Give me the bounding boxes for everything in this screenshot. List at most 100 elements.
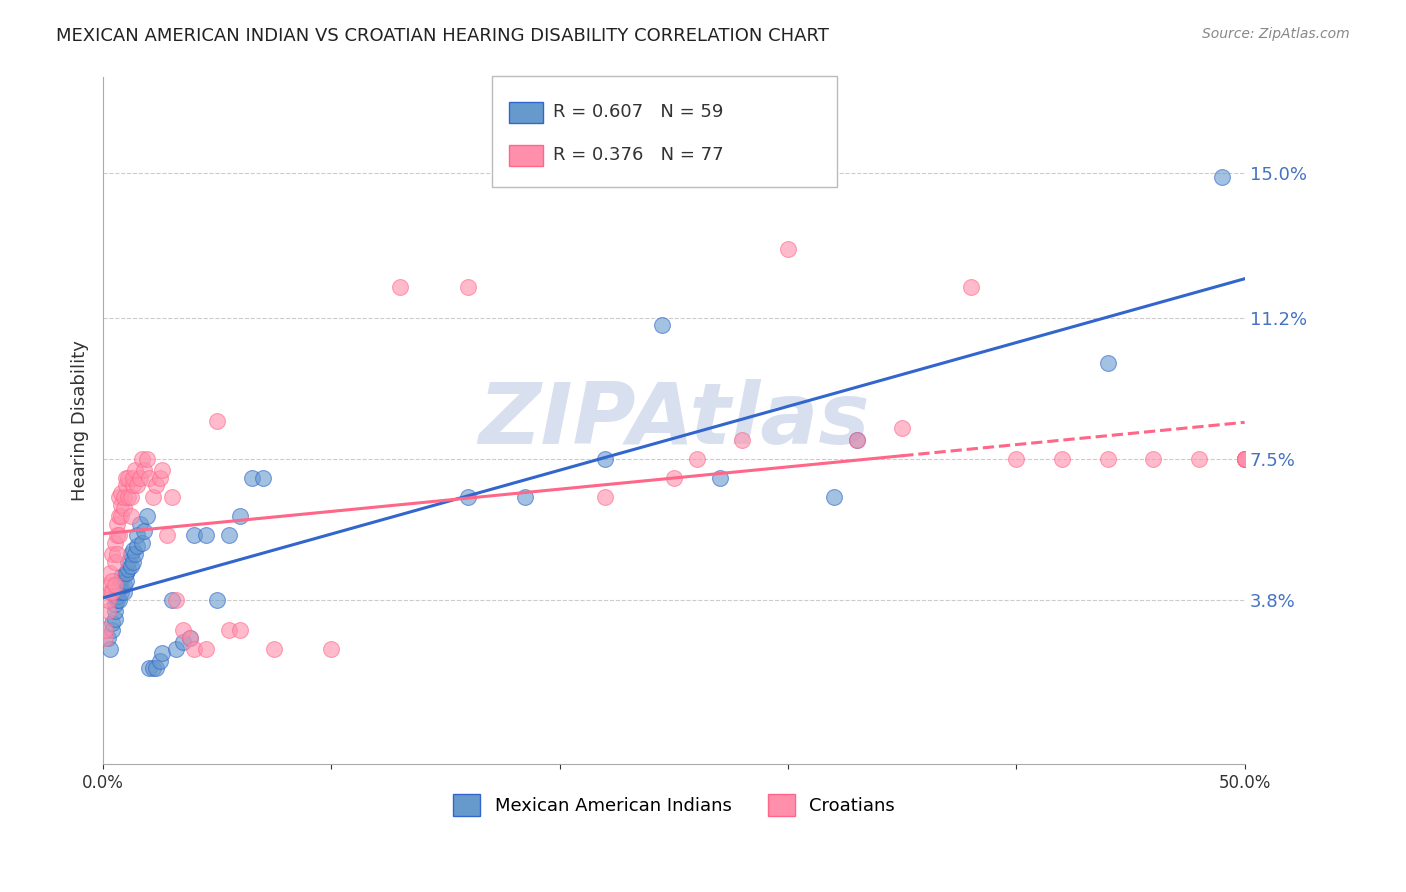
Point [120,547,142,561]
Point [108,508,131,523]
Point [240,471,263,485]
Point [135,508,157,523]
Point [823,490,845,504]
Point [218,624,240,638]
Point [152,646,174,660]
Point [891,421,914,435]
Point [156,528,179,542]
Point [709,471,731,485]
Point [662,471,685,485]
Point [149,471,172,485]
Point [1233,451,1256,466]
Point [105,516,128,531]
Point [120,558,142,573]
Point [120,508,142,523]
Point [105,589,128,603]
Point [112,585,135,599]
Point [112,501,135,516]
Point [134,524,156,539]
Point [110,498,132,512]
Point [731,433,754,447]
Point [124,463,146,477]
Point [1233,451,1256,466]
Point [142,661,165,675]
Point [121,471,143,485]
Text: Source: ZipAtlas.com: Source: ZipAtlas.com [1202,27,1350,41]
Point [105,547,128,561]
Point [103,604,125,618]
Point [321,642,343,657]
Point [845,433,868,447]
Legend: Mexican American Indians, Croatians: Mexican American Indians, Croatians [446,787,903,823]
Point [138,471,160,485]
Point [1050,451,1073,466]
Point [160,592,183,607]
Point [183,642,205,657]
Point [149,654,172,668]
Text: MEXICAN AMERICAN INDIAN VS CROATIAN HEARING DISABILITY CORRELATION CHART: MEXICAN AMERICAN INDIAN VS CROATIAN HEAR… [56,27,830,45]
Point [1097,356,1119,370]
Point [145,478,167,492]
Point [110,574,132,588]
Point [135,451,157,466]
Point [101,615,124,630]
Point [1233,451,1256,466]
Point [103,612,125,626]
Point [165,592,187,607]
Point [959,280,981,294]
Point [103,535,125,549]
Point [183,528,205,542]
Point [1233,451,1256,466]
Point [128,471,150,485]
Point [1097,451,1119,466]
Point [110,585,132,599]
Text: ZIPAtlas: ZIPAtlas [478,379,870,462]
Point [115,566,138,581]
Point [134,463,156,477]
Point [117,471,139,485]
Point [229,508,252,523]
Point [117,562,139,576]
Point [595,490,617,504]
Point [229,624,252,638]
Point [845,433,868,447]
Point [115,566,138,581]
Point [121,478,143,492]
Point [172,624,194,638]
Point [103,577,125,591]
Point [179,631,201,645]
Point [105,585,128,599]
Point [152,463,174,477]
Point [127,540,149,554]
Point [1211,169,1233,184]
Point [179,631,201,645]
Point [97,592,120,607]
Point [457,490,479,504]
Point [1188,451,1211,466]
Y-axis label: Hearing Disability: Hearing Disability [72,340,89,501]
Point [103,597,125,611]
Point [160,490,183,504]
Point [388,280,411,294]
Point [97,604,120,618]
Point [108,490,131,504]
Point [117,555,139,569]
Point [131,535,153,549]
Point [108,528,131,542]
Point [105,528,128,542]
Point [94,624,117,638]
Point [108,577,131,591]
Text: R = 0.607   N = 59: R = 0.607 N = 59 [553,103,723,121]
Point [1142,451,1164,466]
Point [1005,451,1028,466]
Point [110,508,132,523]
Point [98,566,121,581]
Point [112,490,135,504]
Point [651,318,673,333]
Point [172,635,194,649]
Point [127,528,149,542]
Point [97,631,120,645]
Point [110,570,132,584]
Point [1233,451,1256,466]
Point [595,451,617,466]
